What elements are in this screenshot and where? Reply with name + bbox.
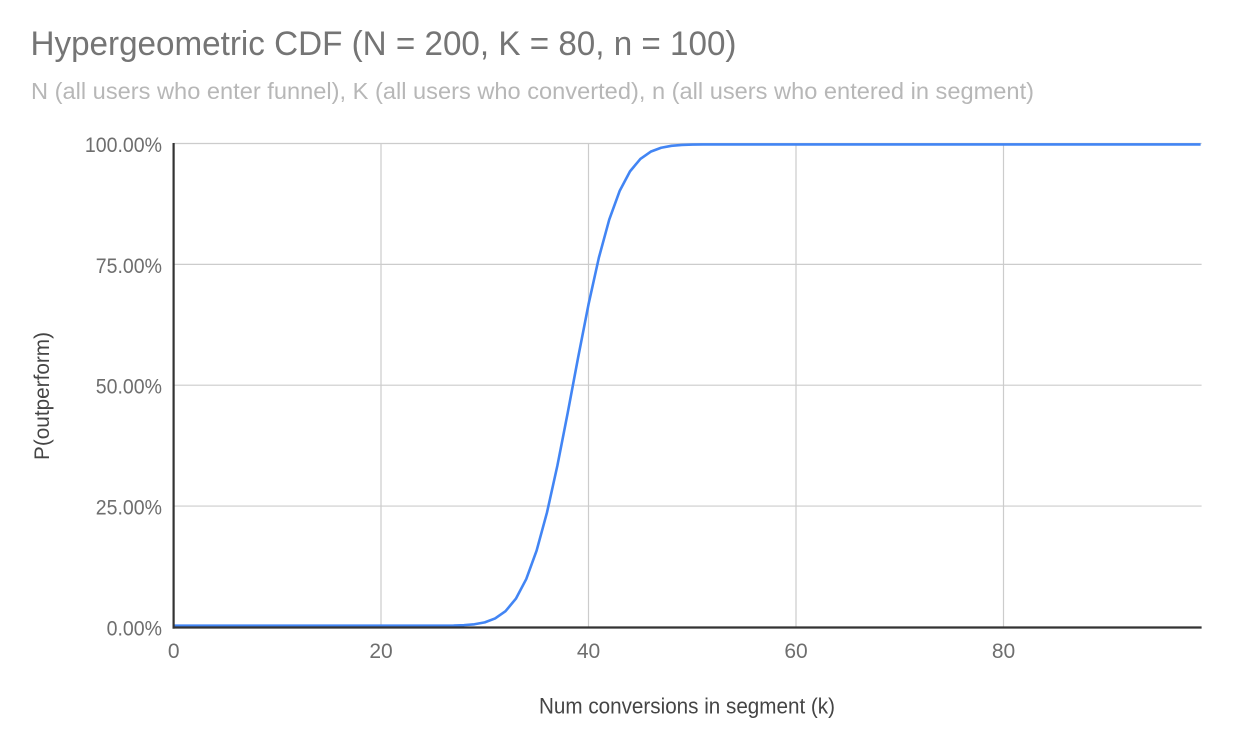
svg-text:25.00%: 25.00% xyxy=(96,497,162,520)
svg-text:N (all users who enter funnel): N (all users who enter funnel), K (all u… xyxy=(31,78,1034,104)
svg-text:P(outperform): P(outperform) xyxy=(30,332,54,460)
svg-text:Hypergeometric CDF (N = 200, K: Hypergeometric CDF (N = 200, K = 80, n =… xyxy=(31,25,737,63)
svg-text:Num conversions in segment (k): Num conversions in segment (k) xyxy=(539,694,835,719)
svg-text:0: 0 xyxy=(168,640,180,663)
svg-text:50.00%: 50.00% xyxy=(96,376,162,399)
svg-text:40: 40 xyxy=(577,640,600,663)
svg-text:75.00%: 75.00% xyxy=(96,255,162,278)
svg-text:20: 20 xyxy=(369,640,392,663)
svg-text:0.00%: 0.00% xyxy=(107,617,162,640)
svg-text:80: 80 xyxy=(992,640,1015,663)
svg-text:100.00%: 100.00% xyxy=(85,134,162,157)
svg-text:60: 60 xyxy=(784,640,807,663)
